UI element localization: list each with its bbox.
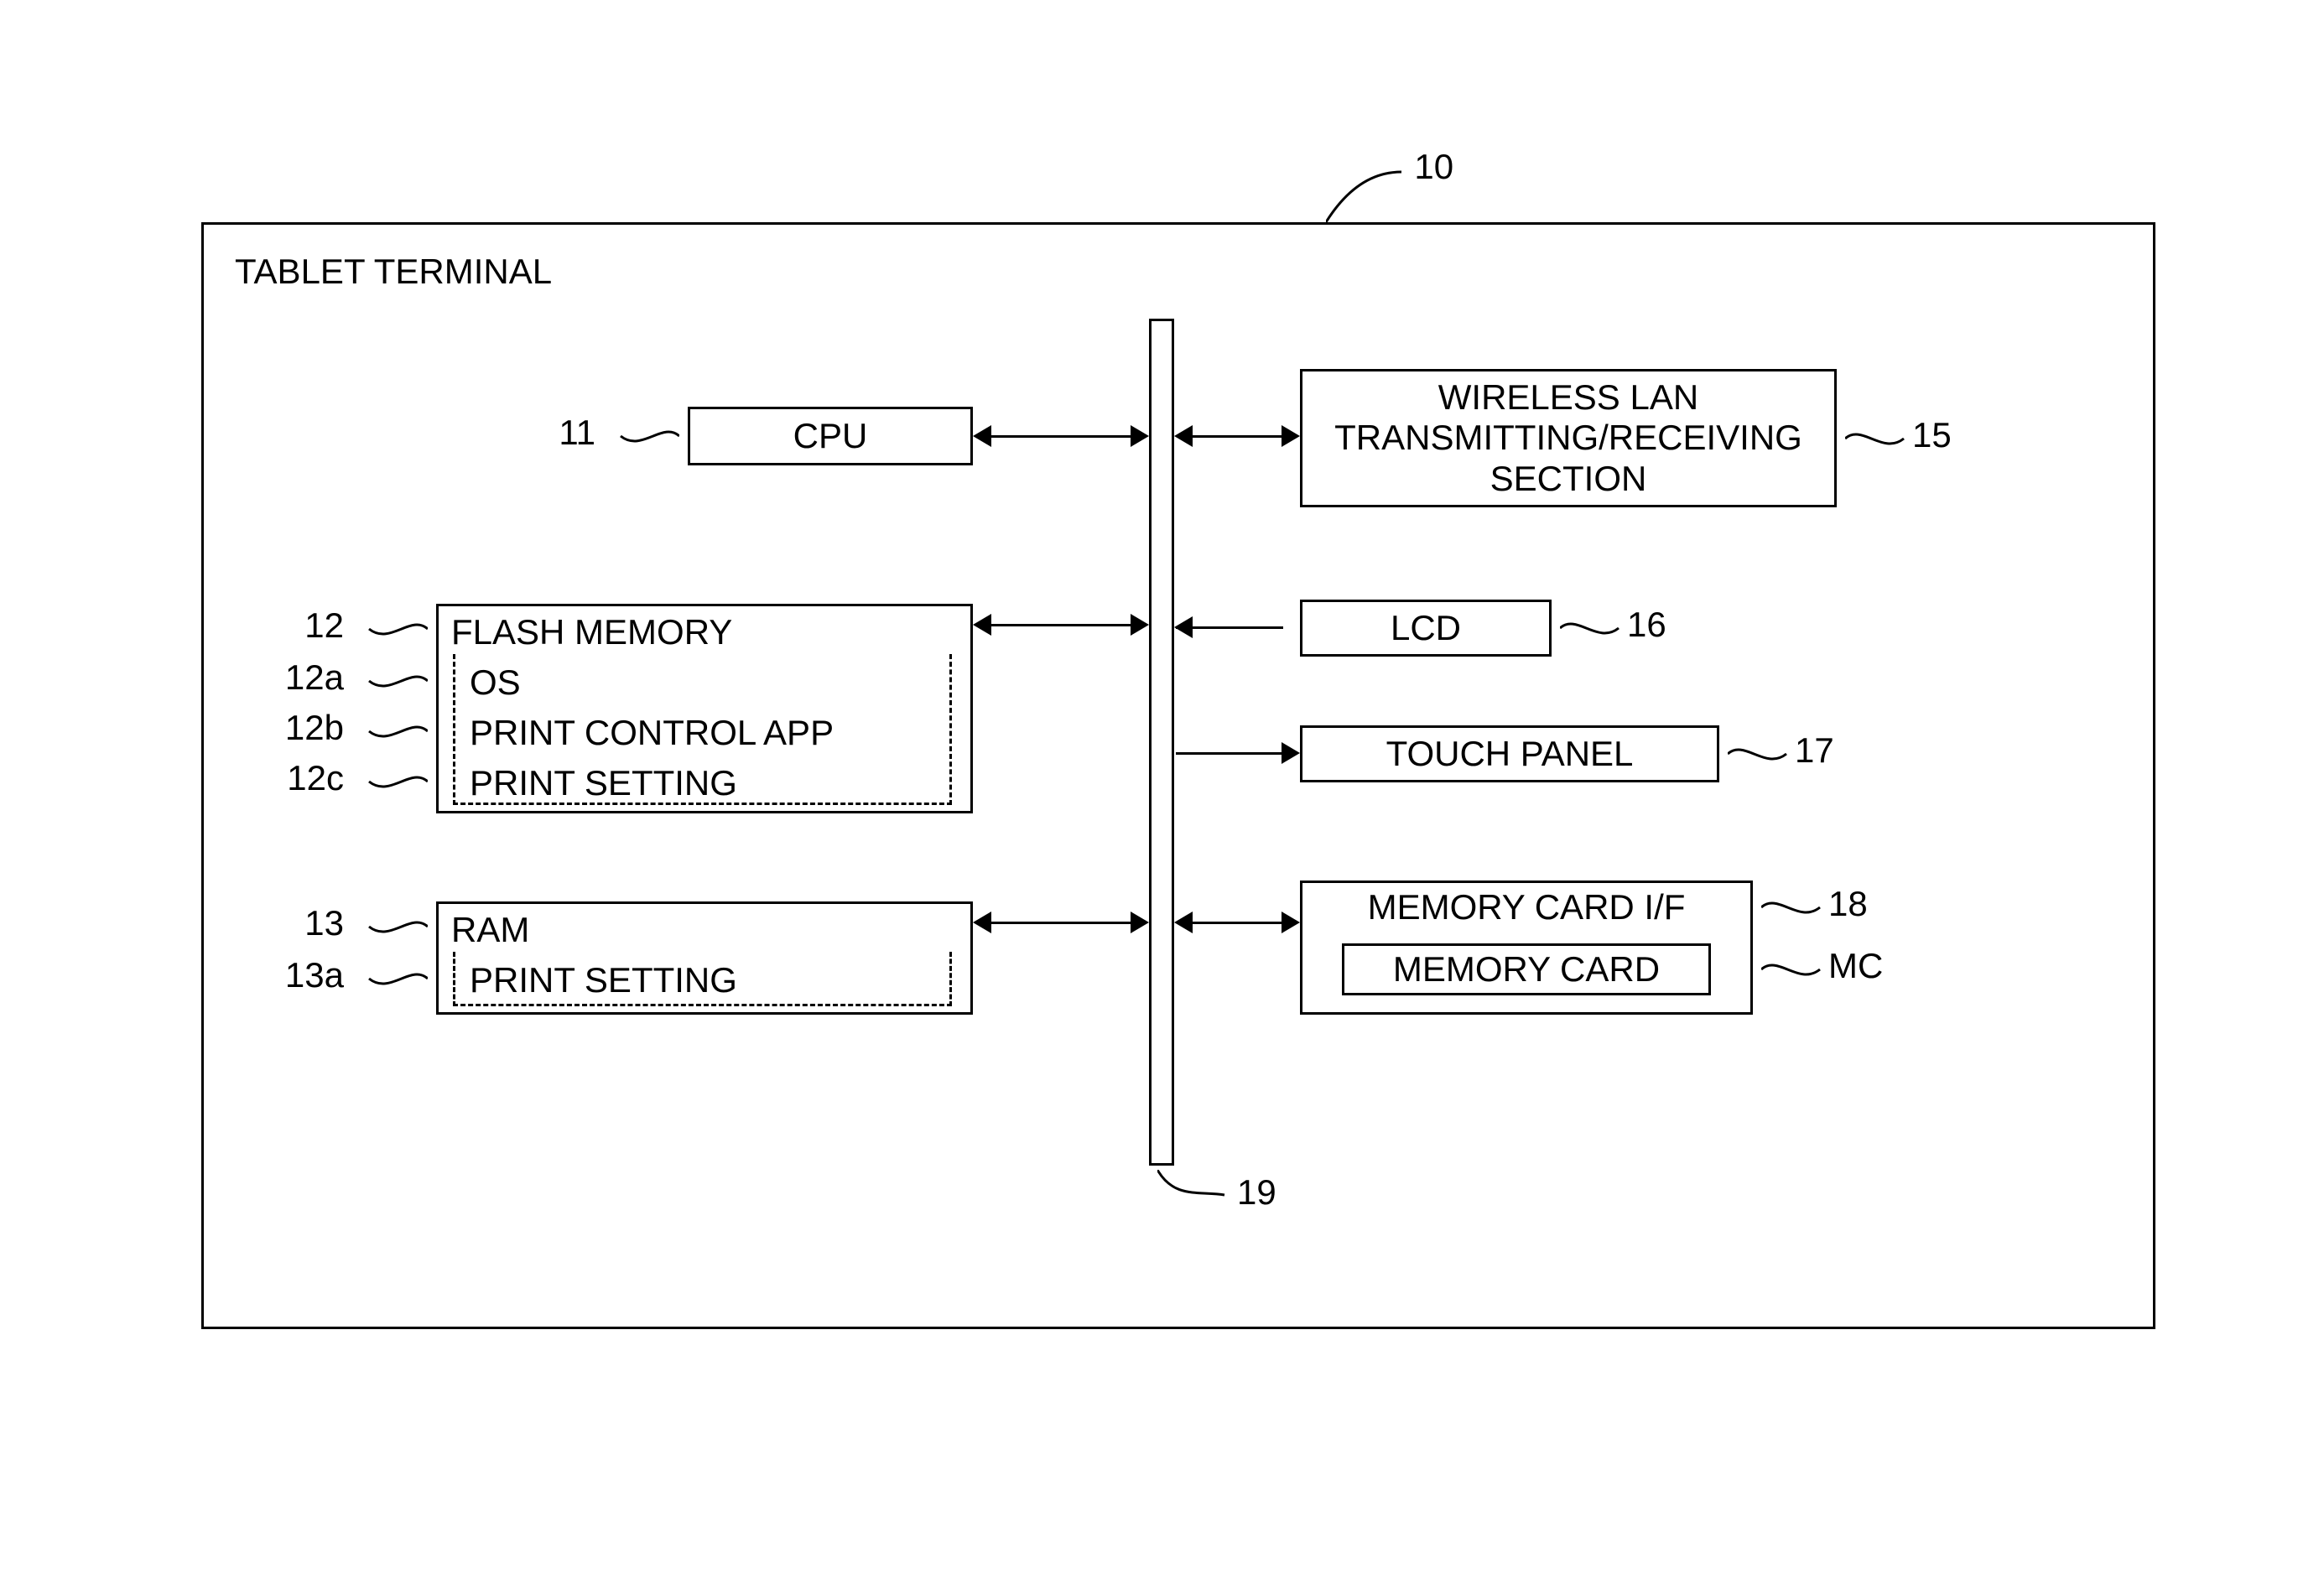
- ps2-leader-ref: 13a: [252, 955, 344, 995]
- ps2-leader: [344, 962, 428, 995]
- wlan-arrow: [1191, 435, 1283, 438]
- touch-label: TOUCH PANEL: [1300, 725, 1719, 782]
- mc-leader-ref: MC: [1828, 946, 1921, 986]
- ram-leader-ref: 13: [252, 903, 344, 943]
- ram-leader: [344, 910, 428, 943]
- ps1-leader: [344, 765, 428, 798]
- ps1-leader-ref: 12c: [252, 758, 344, 798]
- flash-leader-ref: 12: [252, 605, 344, 646]
- mcif-arrow: [1191, 922, 1283, 924]
- bus: [1149, 319, 1174, 1166]
- touch-arrow: [1176, 752, 1283, 755]
- flash-leader: [344, 612, 428, 646]
- wlan-label: WIRELESS LAN TRANSMITTING/RECEIVING SECT…: [1300, 369, 1837, 507]
- ps2-label: PRINT SETTING: [455, 960, 737, 1000]
- ram-label: RAM: [436, 910, 529, 950]
- lcd-leader-ref: 16: [1627, 605, 1719, 645]
- lcd-label: LCD: [1300, 600, 1552, 657]
- cpu-leader: [595, 419, 679, 453]
- pca-label: PRINT CONTROL APP: [455, 713, 834, 753]
- ram-arrow: [990, 922, 1132, 924]
- bus-ref: 19: [1237, 1172, 1276, 1213]
- cpu-arrow: [990, 435, 1132, 438]
- cpu-label: CPU: [688, 407, 973, 465]
- os-leader: [344, 664, 428, 698]
- container-title: TABLET TERMINAL: [235, 252, 552, 292]
- container-ref: 10: [1414, 147, 1453, 187]
- flash-label: FLASH MEMORY: [436, 612, 732, 652]
- pca-leader: [344, 714, 428, 748]
- os-label: OS: [455, 662, 521, 703]
- flash-arrow: [990, 624, 1132, 626]
- touch-leader-ref: 17: [1795, 730, 1887, 771]
- os-leader-ref: 12a: [252, 657, 344, 698]
- mc-label: MEMORY CARD: [1342, 943, 1711, 995]
- ps1-label: PRINT SETTING: [455, 763, 737, 803]
- pca-leader-ref: 12b: [252, 708, 344, 748]
- mcif-leader-ref: 18: [1828, 884, 1921, 924]
- cpu-leader-ref: 11: [503, 413, 595, 453]
- mcif-label: MEMORY CARD I/F: [1300, 881, 1753, 935]
- wlan-leader-ref: 15: [1912, 415, 2004, 455]
